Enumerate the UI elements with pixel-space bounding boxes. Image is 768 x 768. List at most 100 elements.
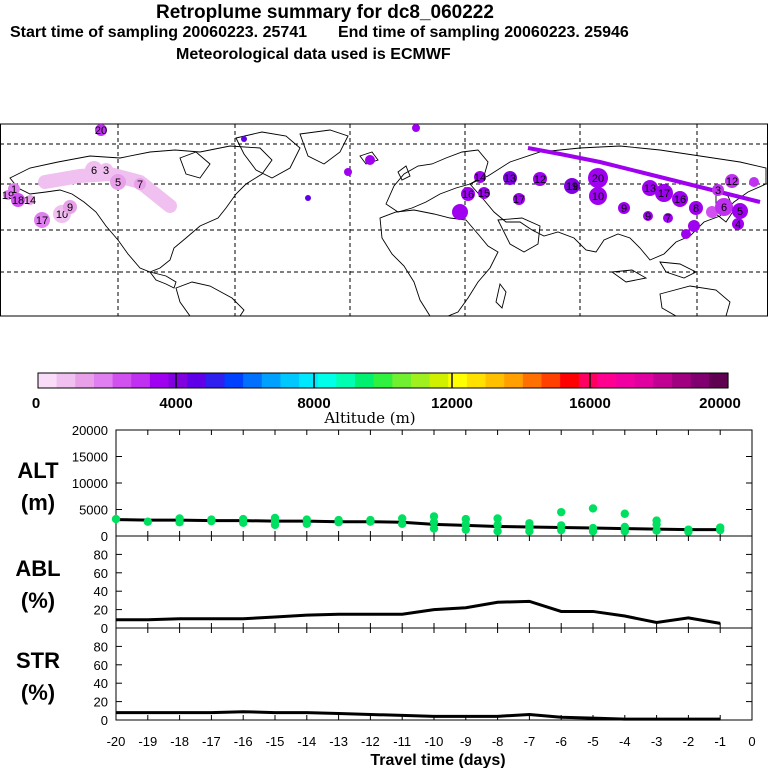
alt-point [557,507,566,517]
map-day-label: 14 [24,195,36,207]
sampling-times: Start time of sampling 20060223. 25741 E… [10,24,768,42]
plume-blob [478,187,490,199]
colorbar-swatch [653,373,673,388]
colorbar-swatch [392,373,412,388]
map-day-label: 12 [534,174,546,186]
x-tick-label: -17 [202,734,221,749]
panel-ylabel-units: (%) [21,680,55,705]
plume-blob [712,184,724,196]
colorbar-swatch [373,373,393,388]
plume-blob [655,184,673,202]
alt-point [239,514,248,524]
met-data-line: Meteorological data used is ECMWF [176,46,451,63]
panel-abl: 0 20 40 60 80 ABL (%) [15,535,753,636]
plume-blob [305,195,311,201]
plume-blob [533,172,547,186]
retroplume-map: 2011918141091765372019161514131211101798… [0,123,768,317]
map-day-label: 9 [621,203,627,215]
panel-alt: 0 5000 10000 15000 20000 ALT (m) [17,423,753,544]
map-day-label: 9 [645,211,651,223]
colorbar-tick: 0 [32,395,40,412]
colorbar-swatch [205,373,226,388]
map-day-label: 8 [693,203,699,215]
alt-point [461,514,470,524]
alt-point [716,523,725,532]
series-line-alt [115,518,721,532]
map-day-label: 5 [115,177,121,189]
plume-blob [588,168,608,188]
plume-blob [34,212,50,228]
colorbar-swatch [261,373,282,388]
plume-blob [642,180,658,196]
x-tick-label: -10 [425,734,444,749]
end-value: 20060223. 25946 [504,24,629,41]
map-day-label: 7 [665,213,671,225]
colorbar-swatch [448,373,468,388]
plume-blob [513,193,525,205]
y-tick-label: 10000 [72,476,108,491]
plume-blob [503,171,517,185]
alt-point [111,514,121,524]
map-day-label: 18 [12,195,24,207]
plume-blob [732,203,748,219]
plume-blob [672,191,688,207]
colorbar-tick-labels: 0 4000 8000 12000 16000 20000 [32,395,741,412]
plume-blob [474,171,486,183]
colorbar-swatch [56,373,76,388]
x-tick-label: -19 [138,734,157,749]
alt-point [652,526,661,535]
colorbar-swatch [38,373,58,388]
plume-blob [732,218,744,230]
panel-frame [115,535,753,629]
x-tick-label: -13 [329,734,348,749]
y-tick-label: 0 [101,621,108,636]
alt-point [270,513,280,523]
x-tick-label: -11 [393,734,411,749]
plume-blob [571,185,573,187]
series-line-abl [116,599,721,625]
alt-point [302,515,311,524]
alt-point [557,521,566,530]
y-tick-label: 40 [94,584,108,599]
x-tick-label: -16 [234,734,253,749]
panel-frame [115,627,753,721]
map-day-label: 14 [474,172,486,184]
plume-blob [241,136,247,142]
map-day-label: 16 [674,194,686,206]
alt-point [366,515,375,525]
alt-point [334,515,343,525]
x-tick-label: -7 [524,734,536,749]
plume-blob [344,168,352,176]
alt-point [429,512,439,521]
colorbar-swatch [578,373,599,388]
colorbar-tick: 4000 [159,395,192,412]
colorbar-swatch [466,373,487,388]
plume-blob [688,220,700,232]
colorbar-tick: 12000 [431,395,473,412]
colorbar-tick: 16000 [569,395,611,412]
colorbar-swatch [504,373,524,388]
colorbar-swatch [131,373,151,388]
series-line-str [116,710,721,721]
map-day-label: 17 [513,194,525,206]
alt-point [175,514,184,523]
x-tick-label: -2 [683,734,695,749]
x-tick-label: -6 [555,734,567,749]
map-day-label: 19 [2,190,14,202]
y-tick-label: 20 [94,603,108,618]
x-tick-label: -8 [492,734,504,749]
colorbar-swatch [93,373,114,388]
plume-blob [365,155,375,165]
plume-blob [85,161,103,179]
map-day-label: 1 [11,184,17,196]
map-day-label: 12 [726,176,738,188]
plume-blob [715,198,733,216]
plume-blob [681,229,691,239]
map-day-label: 20 [592,173,604,185]
x-axis: -20 -19 -18 -17 -16 -15 -14 -13 -12 -11 -10 -9 -8 -7-… [107,734,756,749]
start-label: Start time of sampling [10,24,179,41]
panel-ylabel: ABL [15,556,60,581]
panel-ylabel-units: (m) [21,490,55,515]
y-tick-label: 0 [101,529,108,544]
colorbar-swatch [75,373,95,388]
